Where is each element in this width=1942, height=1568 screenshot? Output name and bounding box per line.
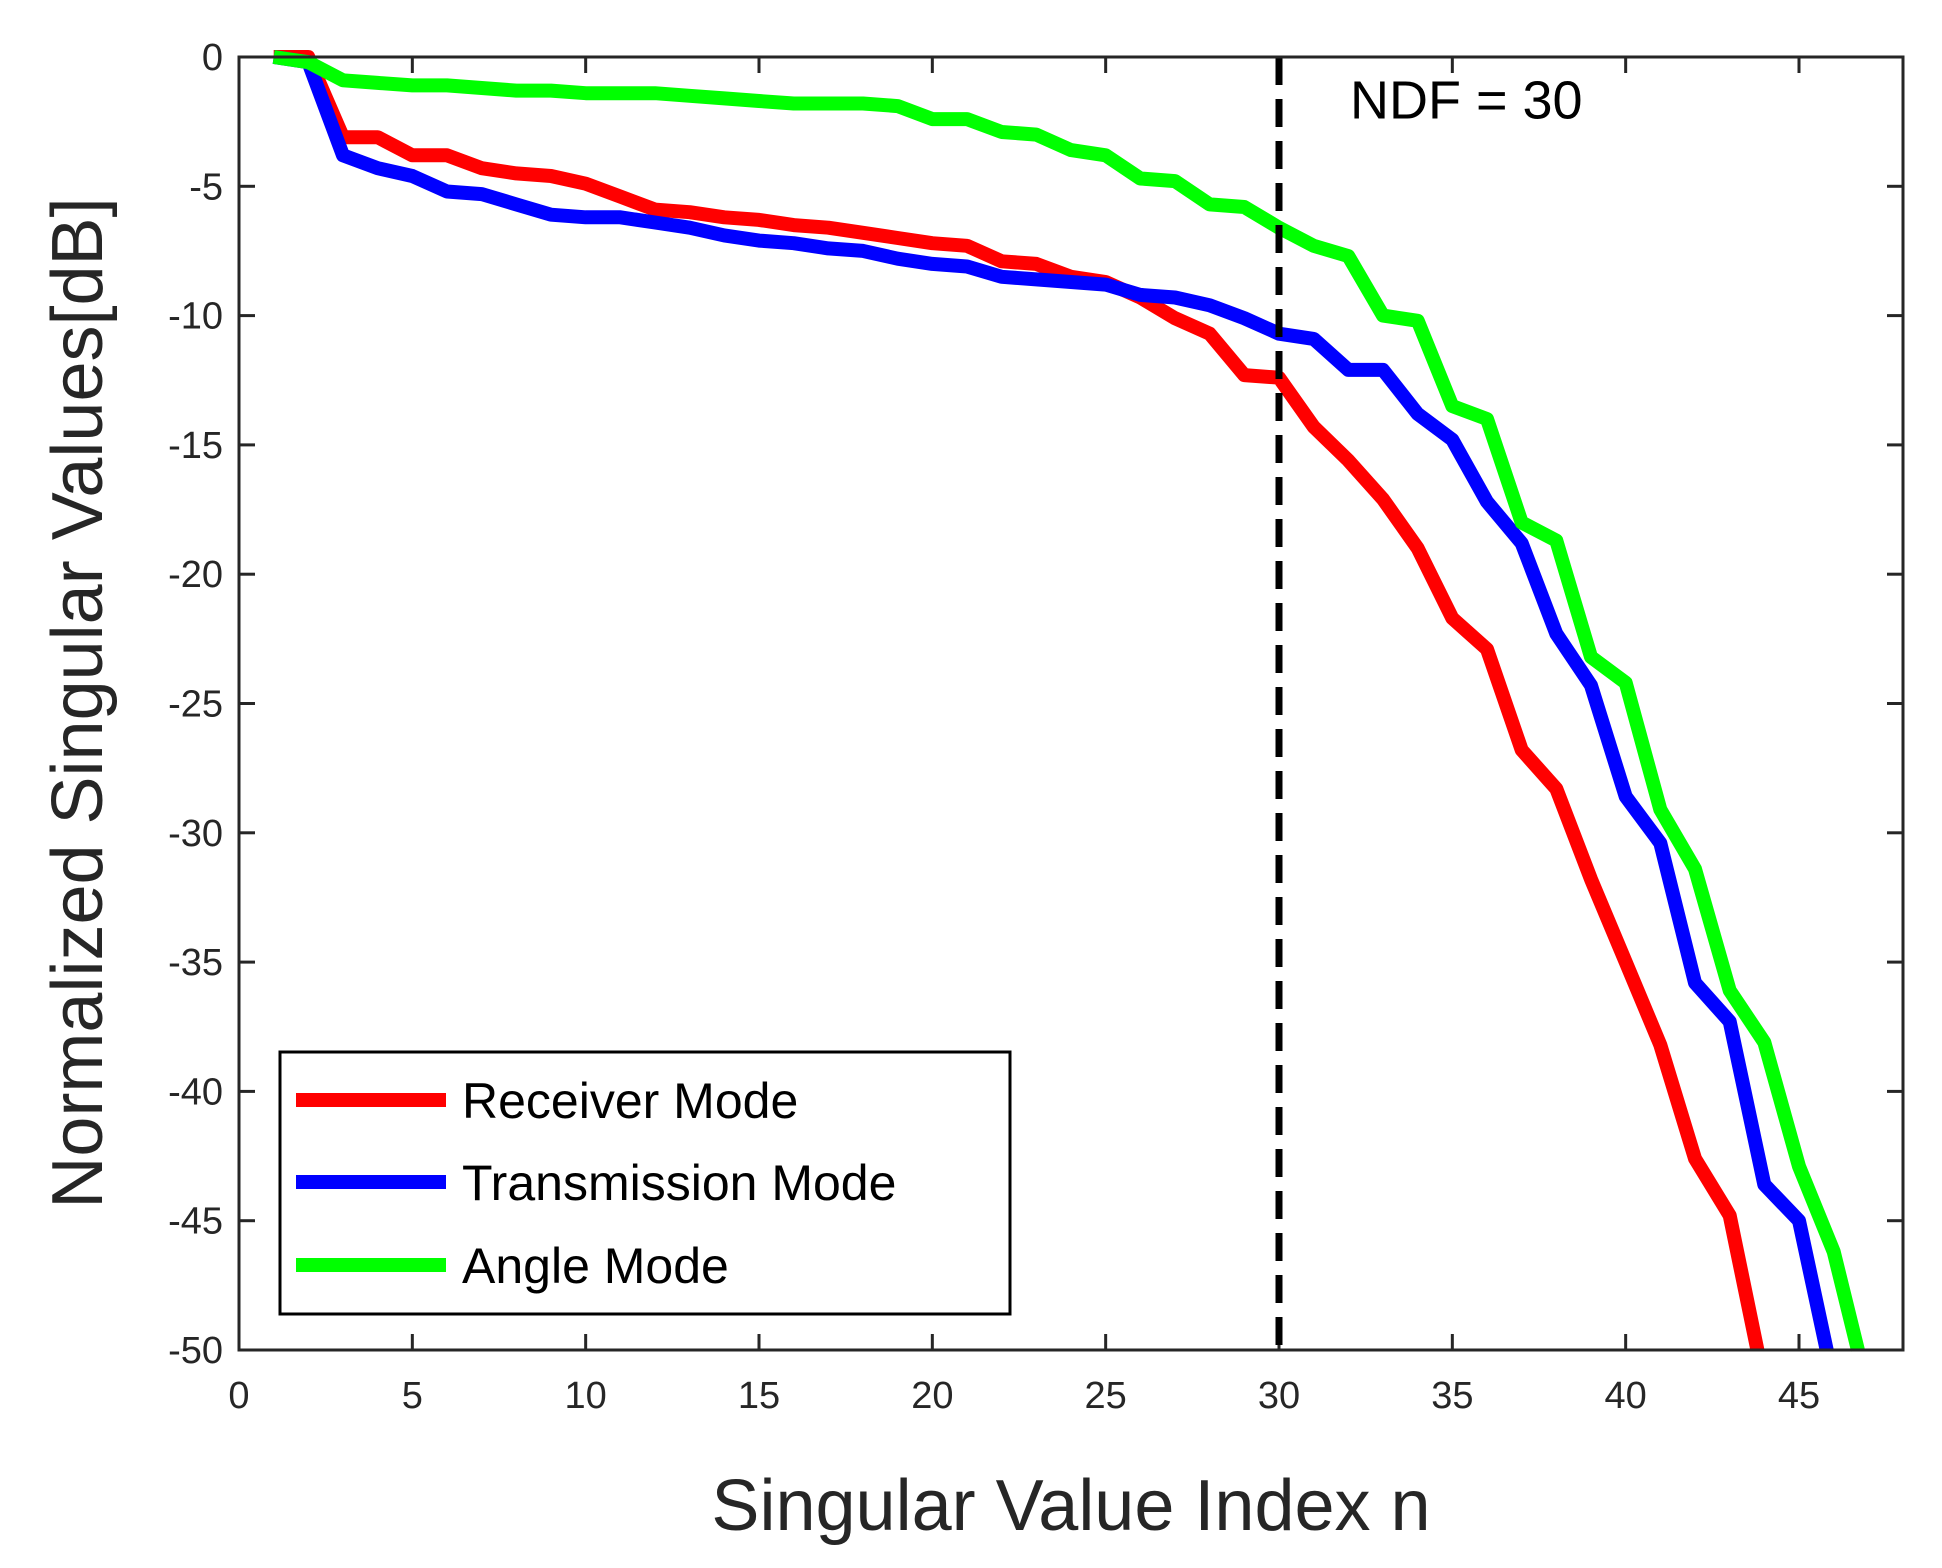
x-tick-label: 40 [1605,1375,1647,1417]
x-tick-label: 0 [228,1375,249,1417]
y-axis-ticks: 0 -5 -10 -15 -20 -25 -30 -35 -40 -45 -50 [168,37,1903,1372]
series-line-transmission [272,50,1834,1352]
legend-label-receiver: Receiver Mode [462,1073,798,1129]
x-axis-label: Singular Value Index n [711,1466,1430,1546]
y-axis-label: Normalized Singular Values[dB] [38,197,118,1208]
y-tick-label: -50 [168,1330,223,1372]
x-tick-label: 45 [1778,1375,1820,1417]
y-tick-label: -15 [168,425,223,467]
series-line-angle [272,50,1865,1352]
x-tick-label: 25 [1085,1375,1127,1417]
y-tick-label: -40 [168,1071,223,1113]
y-tick-label: -25 [168,684,223,726]
y-tick-label: -35 [168,942,223,984]
y-tick-label: -20 [168,554,223,596]
series-line-receiver [273,50,1765,1352]
x-tick-label: 5 [402,1375,423,1417]
legend-label-transmission: Transmission Mode [462,1155,896,1211]
y-tick-label: -30 [168,813,223,855]
y-tick-label: -5 [189,166,223,208]
x-tick-label: 30 [1258,1375,1300,1417]
y-tick-label: -10 [168,296,223,338]
series-lines [272,50,1865,1352]
legend: Receiver Mode Transmission Mode Angle Mo… [278,1050,1012,1316]
y-tick-label: 0 [202,37,223,79]
y-tick-label: -45 [168,1201,223,1243]
x-tick-label: 35 [1431,1375,1473,1417]
plot-frame [237,55,1905,1352]
legend-label-angle: Angle Mode [462,1238,729,1294]
x-tick-label: 20 [911,1375,953,1417]
ndf-annotation: NDF = 30 [1350,71,1583,131]
x-axis-ticks: 0 5 10 15 20 25 30 35 40 45 [228,57,1820,1417]
x-tick-label: 15 [738,1375,780,1417]
x-tick-label: 10 [565,1375,607,1417]
